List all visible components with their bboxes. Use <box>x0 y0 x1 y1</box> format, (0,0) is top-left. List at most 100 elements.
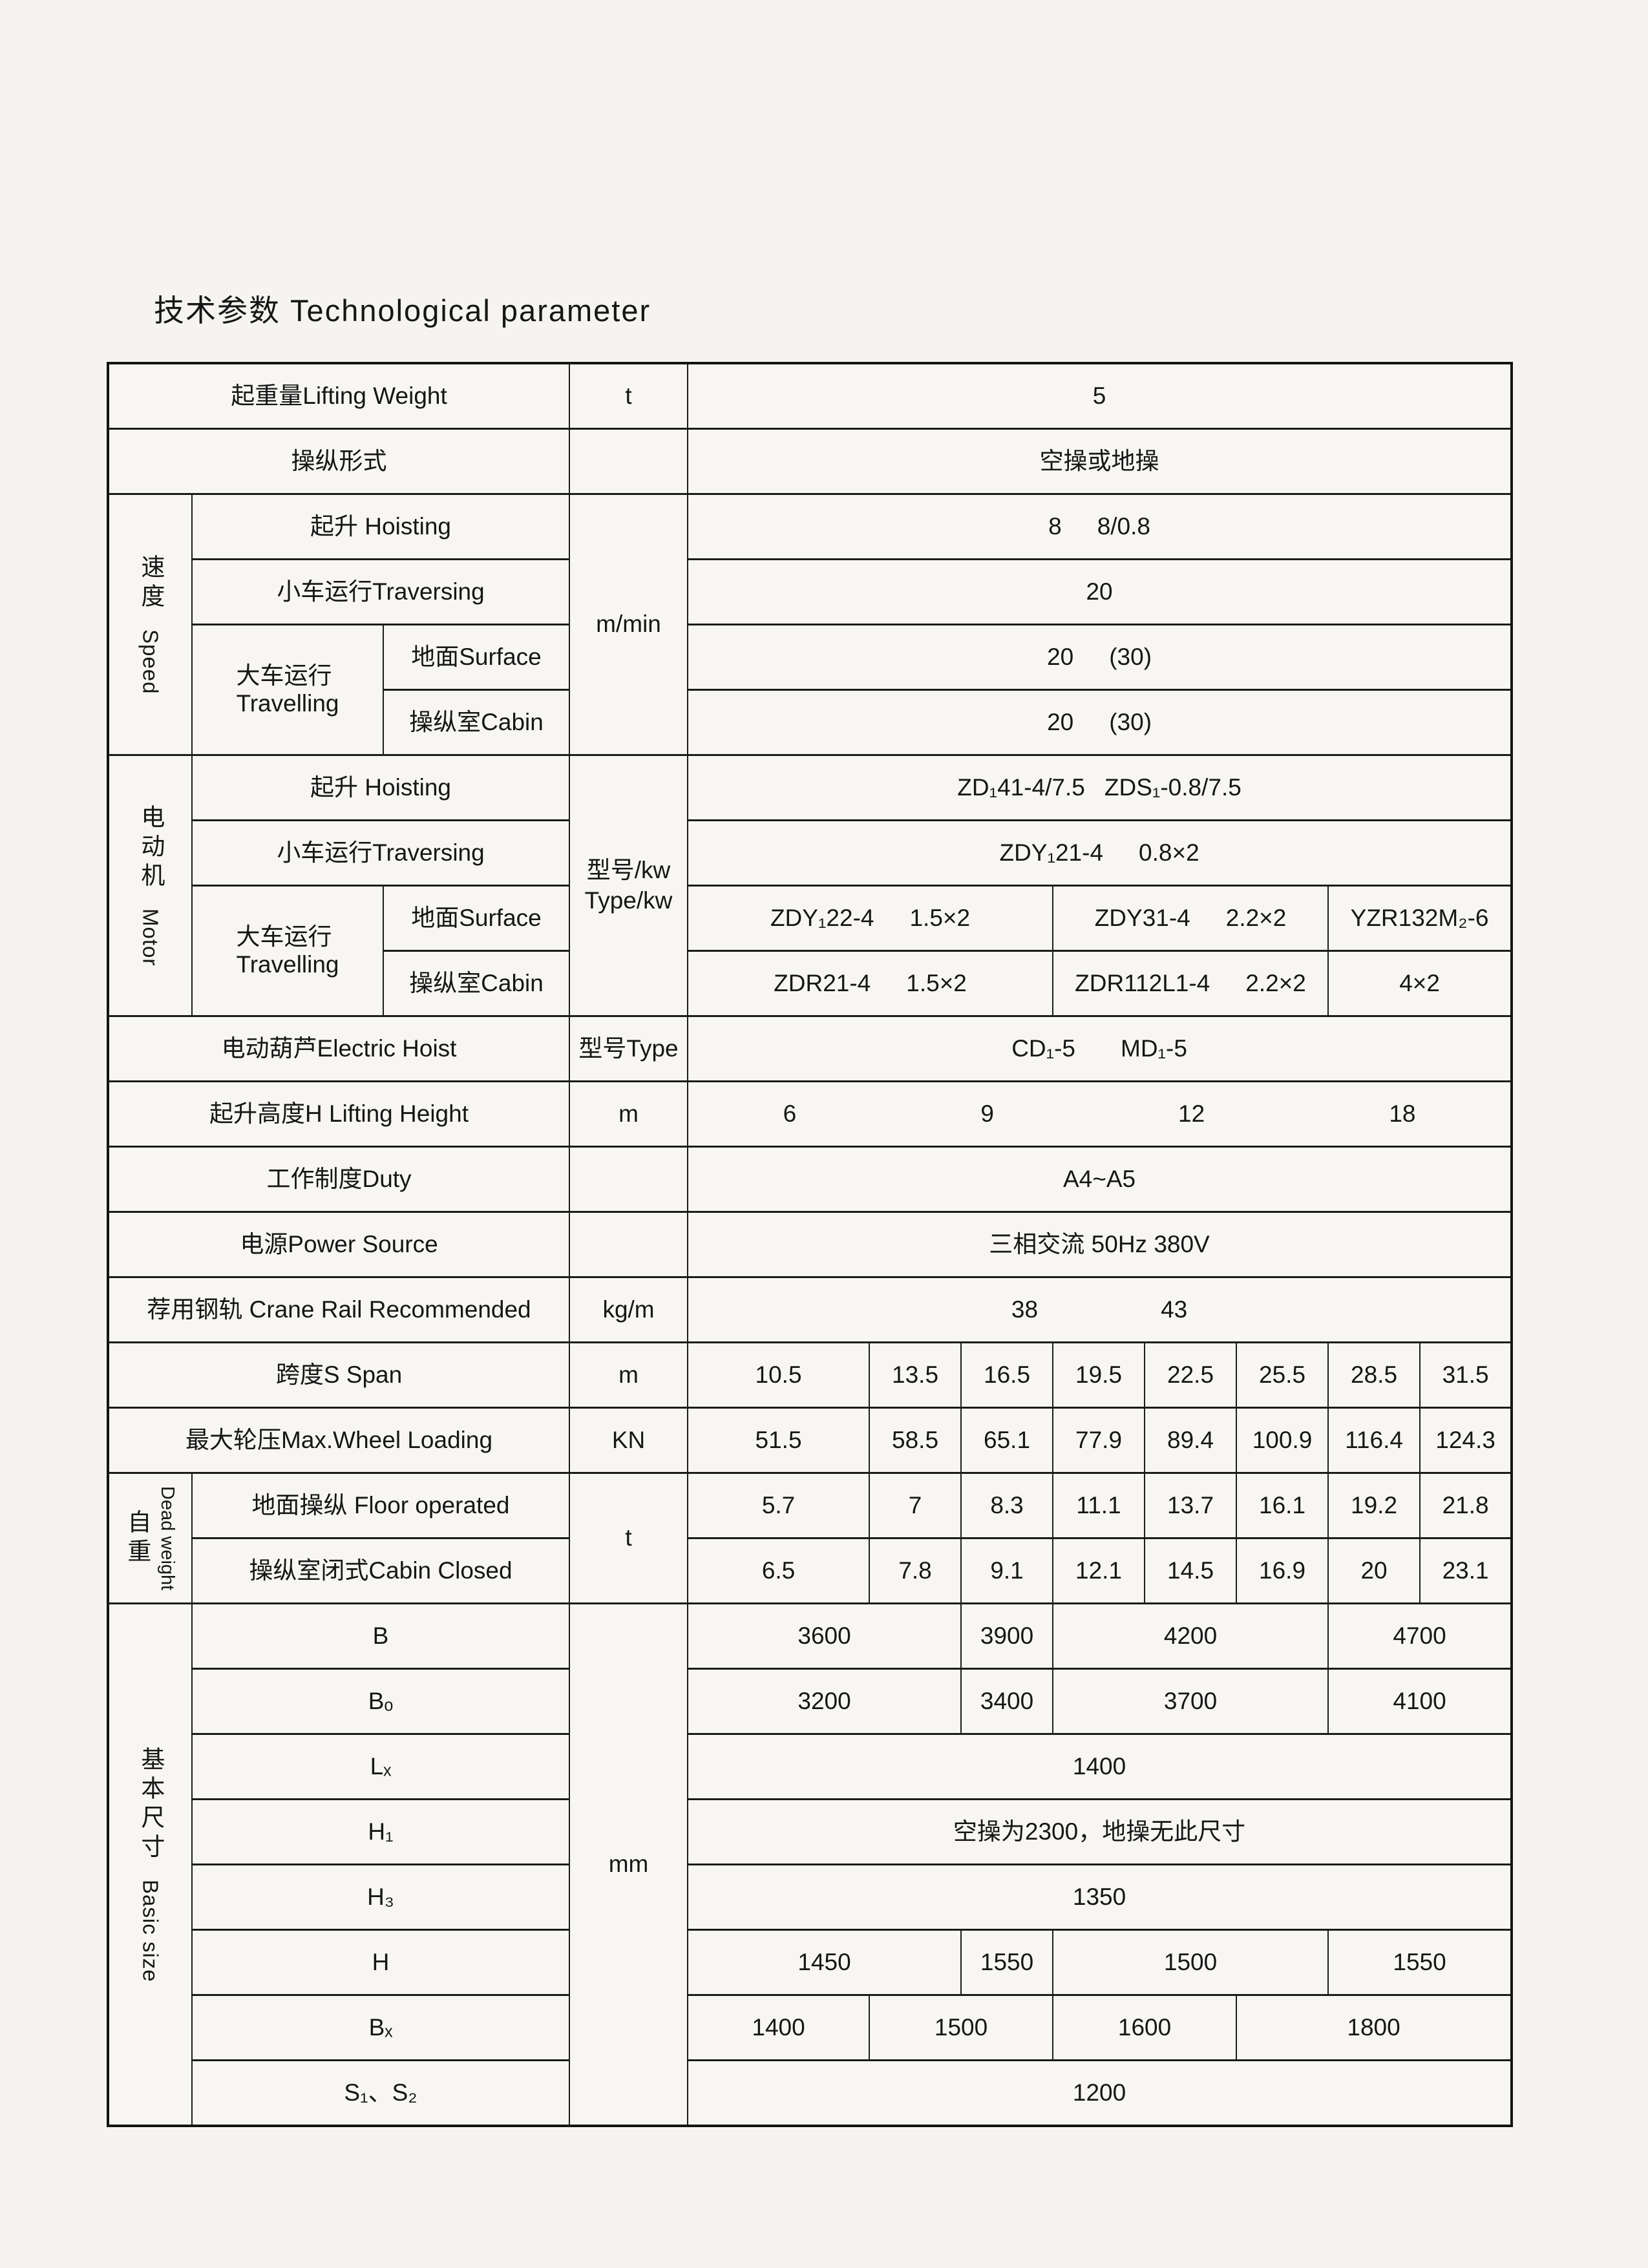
label-duty: 工作制度Duty <box>107 1146 571 1213</box>
unit-dead-weight: t <box>569 1472 689 1604</box>
lifting-height-v4: 18 <box>1389 1100 1416 1127</box>
dim-bx-cell: 1500 <box>869 1994 1054 2061</box>
row-dead-weight-cabin: 操纵室闭式Cabin Closed 6.5 7.8 9.1 12.1 14.5 … <box>108 1537 1513 1604</box>
speed-cabin-v1: 20 <box>1047 708 1074 735</box>
dim-bx-cell: 1600 <box>1052 1994 1238 2061</box>
span-value-cell: 25.5 <box>1236 1341 1329 1409</box>
row-motor-travelling-cabin: 操纵室Cabin ZDR21-4 1.5×2 ZDR112L1-4 2.2×2 … <box>108 950 1513 1017</box>
row-motor-traversing: 小车运行Traversing ZDY₁21-4 0.8×2 <box>108 819 1513 887</box>
value-power-source: 三相交流 50Hz 380V <box>687 1211 1513 1278</box>
unit-lifting-height: m <box>569 1080 689 1148</box>
row-duty: 工作制度Duty A4~A5 <box>107 1146 1513 1213</box>
span-value-cell: 19.5 <box>1052 1341 1146 1409</box>
unit-electric-hoist: 型号Type <box>569 1015 689 1082</box>
row-speed-travelling-surface: 大车运行 Travelling 地面Surface 20 (30) <box>108 624 1513 756</box>
dim-h-cell: 1550 <box>1327 1929 1513 1996</box>
crane-rail-v2: 43 <box>1161 1296 1188 1323</box>
row-basic-size-bx: Bₓ 1400 1500 1600 1800 <box>108 1994 1513 2061</box>
label-dim-h3: H₃ <box>191 1864 571 1931</box>
span-value-cell: 22.5 <box>1144 1341 1238 1409</box>
value-speed-traversing: 20 <box>687 558 1513 625</box>
value-speed-cabin: 20 (30) <box>687 689 1513 756</box>
motor-traversing-v1: ZDY₁21-4 <box>999 839 1104 866</box>
dim-s12-cell: 1200 <box>687 2059 1513 2127</box>
wheel-loading-cell: 65.1 <box>960 1407 1054 1474</box>
label-dead-weight-floor: 地面操纵 Floor operated <box>191 1472 571 1539</box>
dim-b0-cell: 4100 <box>1327 1668 1513 1735</box>
electric-hoist-v2: MD₁-5 <box>1121 1034 1187 1062</box>
speed-surface-v1: 20 <box>1047 643 1074 670</box>
value-motor-surface-1: ZDY₁22-4 1.5×2 <box>687 885 1054 952</box>
crane-rail-v1: 38 <box>1011 1296 1039 1323</box>
row-crane-rail: 荐用钢轨 Crane Rail Recommended kg/m 38 43 <box>107 1276 1513 1343</box>
dead-weight-cabin-cell: 6.5 <box>687 1537 871 1604</box>
group-label-speed: 速度 Speed <box>107 493 193 756</box>
row-lifting-weight: 起重量Lifting Weight t 5 <box>107 362 1513 430</box>
label-motor-travelling: 大车运行 Travelling <box>191 885 384 1017</box>
wheel-loading-cell: 124.3 <box>1419 1407 1513 1474</box>
label-speed-surface: 地面Surface <box>382 624 571 691</box>
motor-unit-line1: 型号/kw <box>586 857 671 884</box>
value-electric-hoist: CD₁-5 MD₁-5 <box>687 1015 1513 1082</box>
technical-parameter-table: 起重量Lifting Weight t 5 操纵形式 空操或地操 速度 Spee… <box>107 362 1514 2127</box>
speed-hoisting-v1: 8 <box>1048 512 1062 540</box>
unit-wheel-loading: KN <box>569 1407 689 1474</box>
dead-weight-floor-cell: 19.2 <box>1327 1472 1421 1539</box>
dim-h-cell: 1550 <box>960 1929 1054 1996</box>
dim-h1-cell: 空操为2300，地操无此尺寸 <box>687 1798 1513 1865</box>
dead-weight-group-en: Dead weight <box>156 1486 178 1591</box>
dead-weight-floor-cell: 8.3 <box>960 1472 1054 1539</box>
motor-cabin-c1b: 1.5×2 <box>906 969 967 996</box>
speed-hoisting-v2: 8/0.8 <box>1097 512 1150 540</box>
dead-weight-cabin-cell: 7.8 <box>869 1537 962 1604</box>
motor-surface-c1a: ZDY₁22-4 <box>770 904 874 931</box>
row-electric-hoist: 电动葫芦Electric Hoist 型号Type CD₁-5 MD₁-5 <box>107 1015 1513 1082</box>
label-motor-hoisting: 起升 Hoisting <box>191 754 571 821</box>
row-motor-hoisting: 电动机 Motor 起升 Hoisting 型号/kw Type/kw ZD₁4… <box>107 754 1513 1017</box>
value-motor-surface-3: YZR132M₂-6 <box>1327 885 1513 952</box>
unit-motor: 型号/kw Type/kw <box>569 754 689 1017</box>
page-title: 技术参数 Technological parameter <box>154 293 651 328</box>
motor-group-en: Motor <box>138 908 163 967</box>
label-dim-h: H <box>191 1929 571 1996</box>
dim-b0-cell: 3700 <box>1052 1668 1329 1735</box>
motor-unit-line2: Type/kw <box>584 887 673 914</box>
value-motor-cabin-3: 4×2 <box>1327 950 1513 1017</box>
row-control-mode: 操纵形式 空操或地操 <box>107 428 1513 495</box>
label-dim-b: B <box>191 1602 571 1670</box>
span-value-cell: 28.5 <box>1327 1341 1421 1409</box>
dead-weight-floor-cell: 7 <box>869 1472 962 1539</box>
label-crane-rail: 荐用钢轨 Crane Rail Recommended <box>107 1276 571 1343</box>
dim-b-cell: 4700 <box>1327 1602 1513 1670</box>
label-dim-h1: H₁ <box>191 1798 571 1865</box>
lifting-height-v3: 12 <box>1178 1100 1205 1127</box>
value-control-mode: 空操或地操 <box>687 428 1513 495</box>
dim-b-cell: 3600 <box>687 1602 962 1670</box>
dim-h3-cell: 1350 <box>687 1864 1513 1931</box>
wheel-loading-cell: 89.4 <box>1144 1407 1238 1474</box>
dim-bx-cell: 1400 <box>687 1994 871 2061</box>
value-motor-surface-2: ZDY31-4 2.2×2 <box>1052 885 1329 952</box>
motor-surface-c2a: ZDY31-4 <box>1094 904 1190 931</box>
value-motor-hoisting: ZD₁41-4/7.5 ZDS₁-0.8/7.5 <box>687 754 1513 821</box>
label-lifting-weight: 起重量Lifting Weight <box>107 362 571 430</box>
row-speed-hoisting: 速度 Speed 起升 Hoisting m/min 8 8/0.8 <box>107 493 1513 756</box>
label-dim-bx: Bₓ <box>191 1994 571 2061</box>
row-basic-size-b: 基本尺寸 Basic size B mm 3600 3900 4200 4700 <box>107 1602 1513 2127</box>
label-power-source: 电源Power Source <box>107 1211 571 1278</box>
motor-traversing-v2: 0.8×2 <box>1139 839 1199 866</box>
row-wheel-loading: 最大轮压Max.Wheel Loading KN 51.5 58.5 65.1 … <box>107 1407 1513 1474</box>
basic-size-group-zh: 基本尺寸 <box>137 1747 164 1864</box>
row-power-source: 电源Power Source 三相交流 50Hz 380V <box>107 1211 1513 1278</box>
wheel-loading-cell: 116.4 <box>1327 1407 1421 1474</box>
dead-weight-floor-cell: 21.8 <box>1419 1472 1513 1539</box>
label-motor-surface: 地面Surface <box>382 885 571 952</box>
unit-duty <box>569 1146 689 1213</box>
unit-speed: m/min <box>569 493 689 756</box>
dim-b0-cell: 3200 <box>687 1668 962 1735</box>
label-speed-hoisting: 起升 Hoisting <box>191 493 571 560</box>
dead-weight-floor-cell: 5.7 <box>687 1472 871 1539</box>
label-electric-hoist: 电动葫芦Electric Hoist <box>107 1015 571 1082</box>
speed-group-zh: 速度 <box>137 554 164 613</box>
label-dead-weight-cabin: 操纵室闭式Cabin Closed <box>191 1537 571 1604</box>
